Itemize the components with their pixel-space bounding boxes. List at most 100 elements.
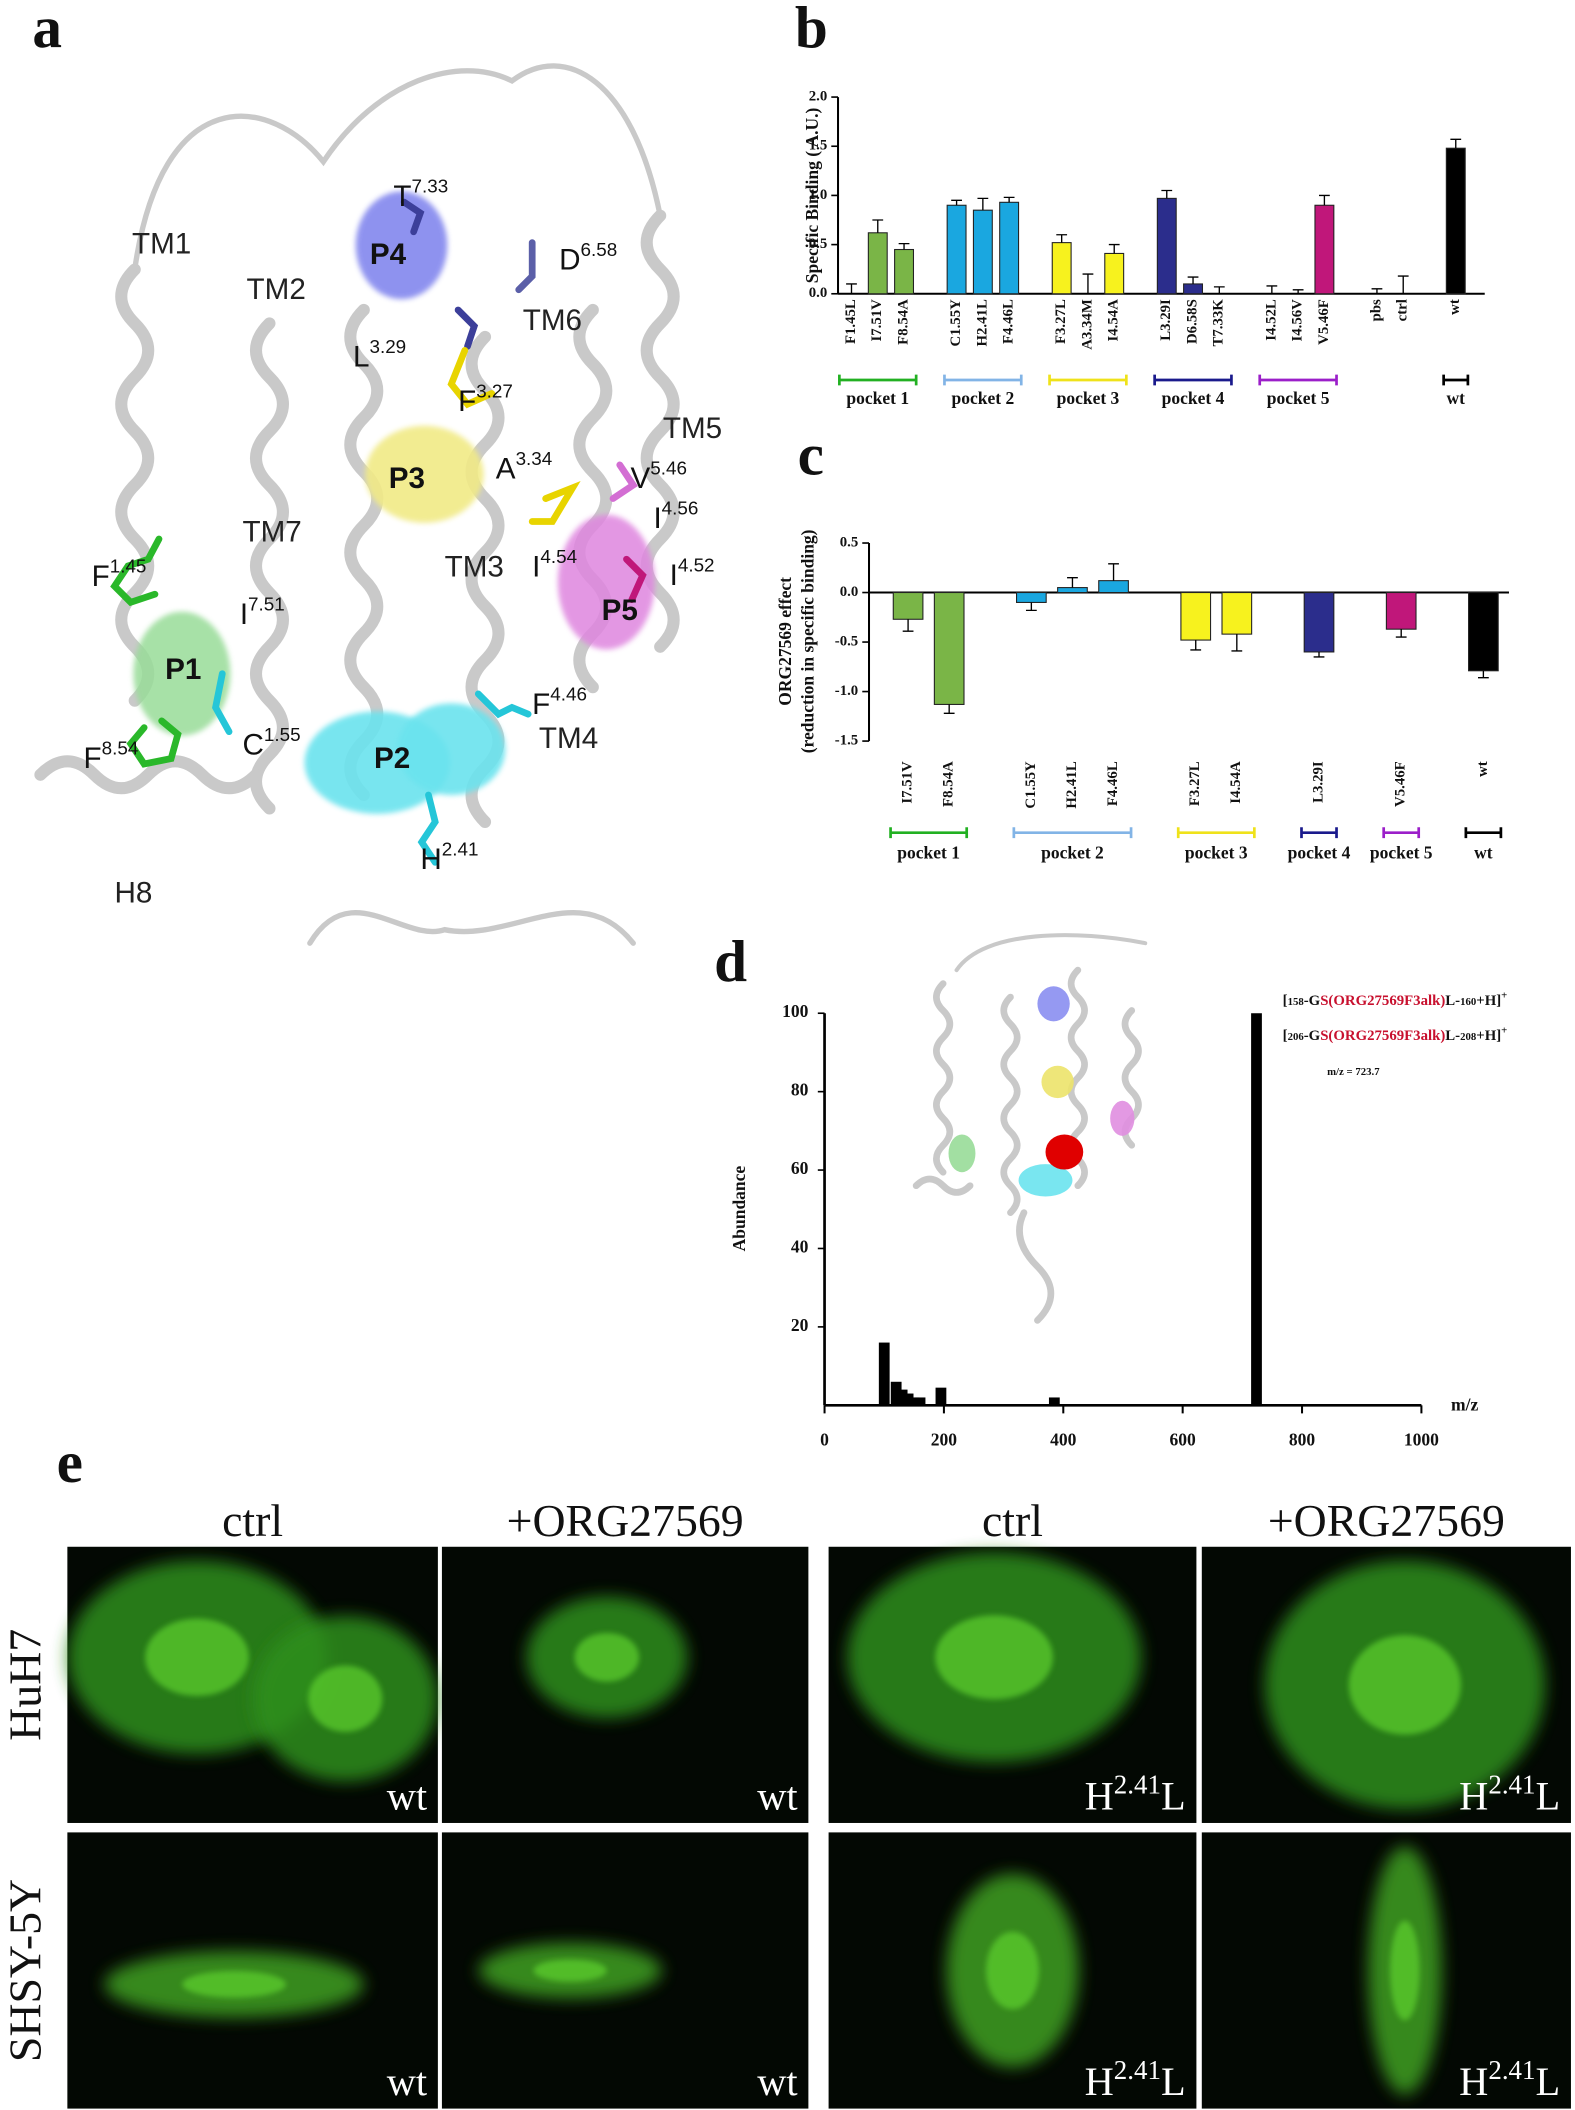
category-label: L3.29I [1310, 761, 1326, 803]
panel-letter: e [57, 1429, 83, 1495]
cell-core [533, 1959, 607, 1982]
y-tick-label: 1.0 [809, 187, 828, 203]
text-part: 158 [1288, 996, 1305, 1008]
text-part: 160 [1460, 996, 1476, 1008]
annotation: [206-GS(ORG27569F3alk)L-208+H]+ [1283, 1024, 1508, 1044]
error-bar [902, 619, 914, 632]
pocket-label: P1 [165, 653, 201, 686]
group-bracket [1442, 374, 1470, 386]
group-label: pocket 5 [1267, 388, 1330, 408]
error-bar [1266, 285, 1278, 294]
y-tick-label: 2.0 [809, 88, 828, 104]
category-label: wt [1447, 299, 1463, 315]
y-tick-label: 100 [782, 1001, 809, 1021]
text-part: 1.55 [264, 724, 301, 745]
text-part: +H] [1476, 993, 1501, 1009]
y-axis-label: Specific Binding ( A.U.) [802, 108, 822, 284]
category-label: wt [1475, 761, 1491, 777]
group-label: pocket 4 [1288, 842, 1351, 862]
text-part: + [1501, 989, 1507, 1001]
text-part: V [631, 462, 651, 495]
residue-label: D6.58 [559, 239, 617, 276]
y-tick-label: 20 [791, 1315, 809, 1335]
column-label: +ORG27569 [507, 1495, 744, 1546]
text-part: L [1535, 1773, 1560, 1818]
panel-letter: a [32, 0, 62, 60]
error-bar [951, 199, 962, 206]
image-tag: wt [757, 1773, 797, 1818]
bar [1468, 591, 1499, 672]
cell-core [1390, 1920, 1420, 2021]
text-part: 2.41 [1488, 2055, 1535, 2085]
error-bar [872, 219, 884, 233]
error-bar [1067, 577, 1078, 588]
pocket-label: P5 [602, 594, 638, 627]
helix-label: TM6 [523, 304, 582, 337]
text-part: wt [387, 1773, 427, 1818]
category-label: A3.34M [1079, 299, 1095, 350]
residue-label: L3.29 [353, 336, 406, 373]
text-part: + [1501, 1024, 1507, 1036]
bar [1251, 1013, 1262, 1406]
image-tag: wt [757, 2059, 797, 2104]
category-label: I7.51V [899, 761, 915, 804]
bar [1303, 591, 1335, 653]
text-part: L- [1445, 993, 1460, 1009]
group-label: pocket 2 [1041, 842, 1104, 862]
group-bracket [838, 374, 918, 386]
category-label: V5.46F [1316, 299, 1332, 345]
y-tick-label: -0.5 [835, 633, 858, 649]
error-bar [1003, 196, 1015, 203]
residue-label: F3.27 [458, 381, 513, 418]
text-part: -G [1304, 993, 1321, 1009]
bar [1156, 197, 1177, 295]
text-part: 7.51 [248, 593, 285, 614]
category-label: I4.54A [1228, 761, 1244, 804]
group-bracket [943, 374, 1023, 386]
group-label: pocket 1 [897, 842, 960, 862]
group-label: pocket 5 [1370, 842, 1433, 862]
image-tag: H2.41L [1085, 2055, 1186, 2104]
error-bar [1450, 138, 1462, 149]
error-bar [1190, 640, 1202, 651]
residue-label: H2.41 [420, 839, 478, 876]
y-tick-label: 0.5 [809, 236, 828, 252]
error-bar [977, 197, 989, 211]
text-part: L [1161, 2059, 1186, 2104]
residue-sticks [110, 198, 647, 866]
pocket-label: P4 [370, 238, 407, 271]
column-label: ctrl [222, 1495, 283, 1546]
text-part: 2.41 [1488, 1769, 1535, 1799]
bar [933, 591, 965, 705]
annotation: [158-GS(ORG27569F3alk)L-160+H]+ [1283, 989, 1508, 1009]
text-part: 4.54 [540, 546, 577, 567]
x-tick-label: 400 [1050, 1430, 1077, 1450]
bar [1098, 580, 1129, 594]
text-part: F [84, 742, 102, 775]
text-part: S(ORG27569F3alk) [1320, 993, 1445, 1009]
error-bar [1397, 275, 1409, 294]
error-bar [1108, 243, 1120, 254]
cell-core [935, 1615, 1053, 1700]
category-label: C1.55Y [1023, 761, 1039, 809]
group-bracket [1176, 827, 1256, 839]
image-tag: H2.41L [1459, 2055, 1560, 2104]
error-bar [1025, 602, 1037, 612]
text-part: [ [1283, 993, 1288, 1009]
error-bar [1319, 194, 1330, 206]
x-tick-label: 600 [1170, 1430, 1197, 1450]
category-label: V5.46F [1393, 761, 1409, 807]
residue-label: F1.45 [92, 556, 147, 593]
category-label: H2.41L [974, 299, 990, 346]
residue-label: I7.51 [240, 593, 285, 630]
residue-label: F8.54 [84, 738, 139, 775]
error-bar [1108, 563, 1119, 581]
residue-label: I4.56 [653, 498, 698, 535]
category-label: D6.58S [1184, 299, 1200, 344]
text-part: T [393, 180, 411, 213]
residue-label: V5.46 [631, 457, 687, 494]
category-label: ctrl [1395, 299, 1411, 321]
residue-label: T7.33 [393, 176, 448, 213]
error-bar [1313, 651, 1325, 658]
